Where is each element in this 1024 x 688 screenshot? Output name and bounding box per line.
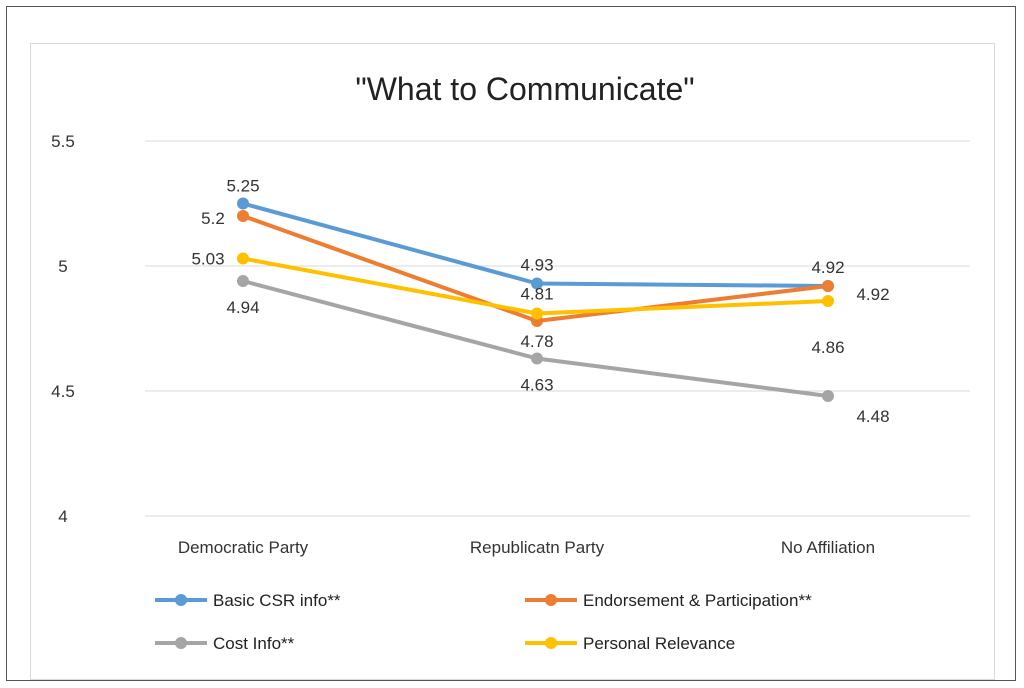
legend-item: Endorsement & Participation** <box>525 591 812 610</box>
legend-label: Personal Relevance <box>583 634 735 653</box>
data-point <box>237 210 249 222</box>
chart-area <box>30 43 995 680</box>
legend-swatch-marker <box>545 594 557 606</box>
data-point <box>531 352 543 365</box>
data-label: 4.48 <box>856 407 889 426</box>
data-labels: 5.25 4.93 4.92 5.2 4.78 4.92 4.94 4.63 4.48 5.03 4… <box>191 177 889 427</box>
x-axis-ticks: Democratic Party Republicatn Party No Affi… <box>178 538 875 557</box>
data-point <box>237 197 249 210</box>
legend-swatch-marker <box>175 637 187 649</box>
legend-label: Endorsement & Participation** <box>583 591 812 610</box>
y-axis-ticks: 4 4.5 5 5.5 <box>51 132 75 526</box>
data-point <box>237 252 249 265</box>
data-label: 4.81 <box>520 285 553 304</box>
data-label: 4.92 <box>856 285 889 304</box>
legend-item: Basic CSR info** <box>155 591 341 610</box>
legend-swatch-marker <box>175 594 187 606</box>
data-label: 4.93 <box>520 256 553 275</box>
data-point <box>822 295 834 307</box>
data-label: 4.86 <box>811 338 844 357</box>
data-label: 4.94 <box>226 298 259 317</box>
legend-swatch-marker <box>545 637 557 649</box>
data-label: 4.92 <box>811 258 844 277</box>
legend-label: Basic CSR info** <box>213 591 341 610</box>
data-label: 5.25 <box>226 177 259 196</box>
x-tick-label: Republicatn Party <box>470 538 605 557</box>
data-label: 5.03 <box>191 250 224 269</box>
y-tick-label: 4.5 <box>51 382 75 401</box>
x-tick-label: Democratic Party <box>178 538 309 557</box>
data-point <box>237 275 249 287</box>
data-point <box>531 277 543 290</box>
data-label: 4.78 <box>520 332 553 351</box>
legend-item: Personal Relevance <box>525 634 735 653</box>
chart-title: "What to Communicate" <box>355 71 694 107</box>
data-label: 5.2 <box>201 209 225 228</box>
data-point <box>822 280 834 292</box>
gridlines <box>145 140 970 517</box>
data-point <box>531 307 543 320</box>
series-group <box>237 197 834 402</box>
data-label: 4.63 <box>520 376 553 395</box>
y-tick-label: 5.5 <box>51 132 75 151</box>
legend-label: Cost Info** <box>213 634 295 653</box>
legend-item: Cost Info** <box>155 634 295 653</box>
x-tick-label: No Affiliation <box>781 538 875 557</box>
y-tick-label: 4 <box>58 507 67 526</box>
data-point <box>822 390 834 402</box>
y-tick-label: 5 <box>58 257 67 276</box>
legend: Basic CSR info** Endorsement & Participat… <box>155 591 812 653</box>
